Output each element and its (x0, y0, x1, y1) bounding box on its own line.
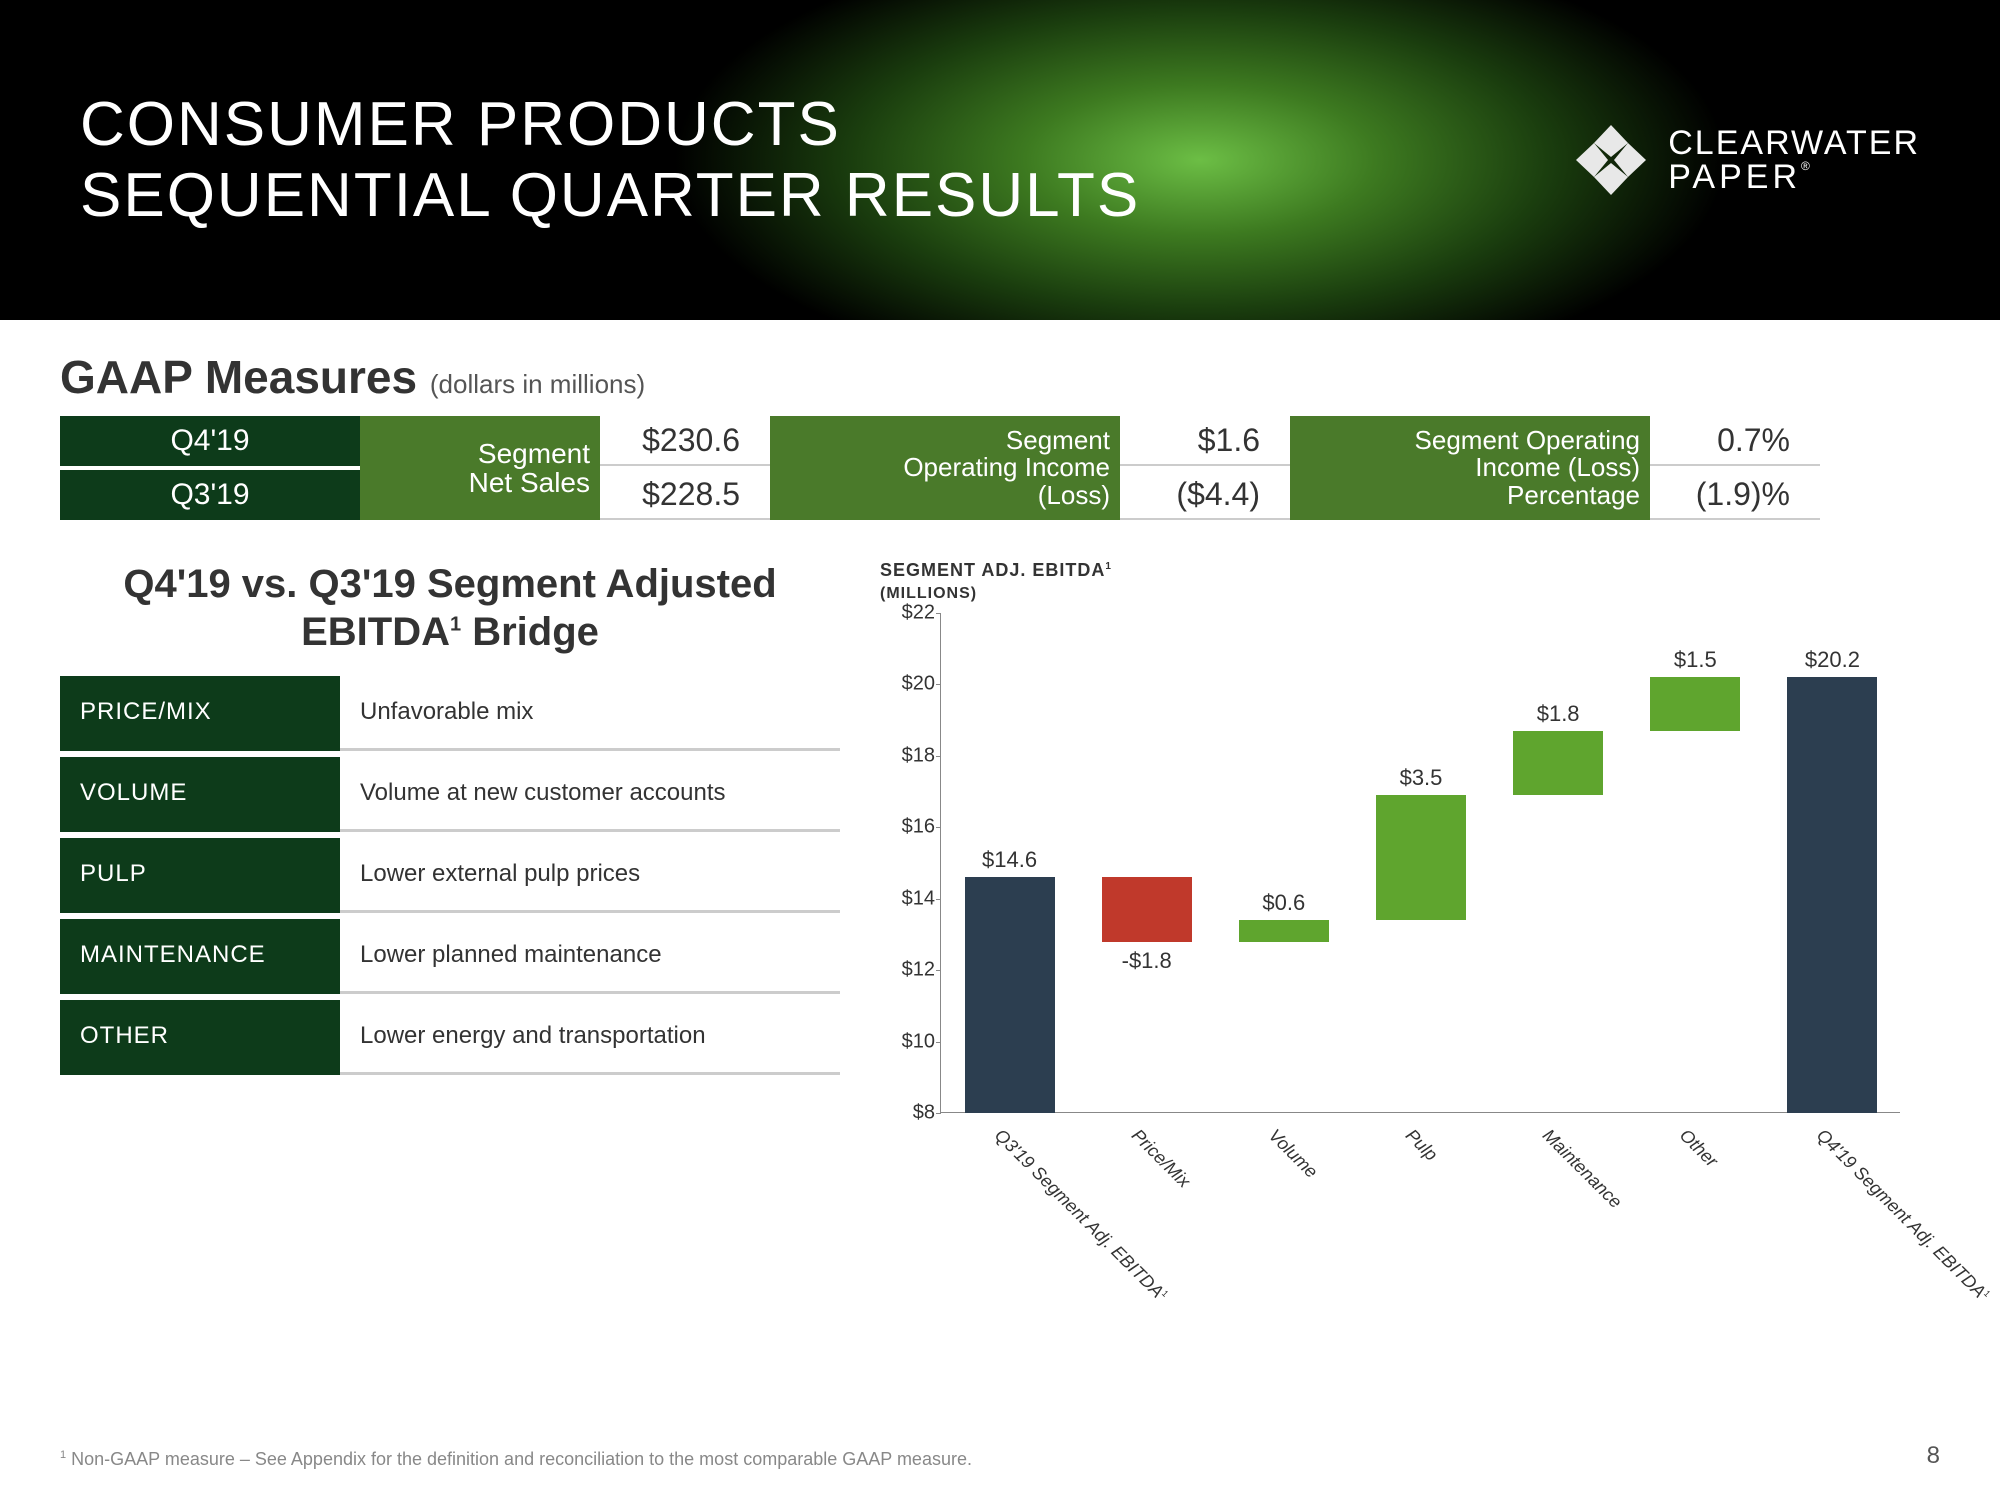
bridge-row-desc: Lower energy and transportation (340, 1000, 840, 1075)
bridge-row-desc: Volume at new customer accounts (340, 757, 840, 832)
waterfall-bar (1102, 877, 1192, 941)
waterfall-bar (1787, 677, 1877, 1113)
bridge-row-desc: Lower external pulp prices (340, 838, 840, 913)
op-income-q4: $1.6 (1120, 416, 1290, 466)
x-axis-label: Price/Mix (1127, 1125, 1194, 1192)
x-axis-label: Q4'19 Segment Adj. EBITDA1 (1813, 1125, 1994, 1306)
waterfall-bar (1513, 731, 1603, 795)
chart-caption: SEGMENT ADJ. EBITDA1 (880, 560, 1940, 581)
clearwater-logo: CLEARWATER PAPER® (1572, 121, 1920, 199)
bar-value-label: $1.8 (1498, 701, 1618, 727)
metric-label-op-income: Segment Operating Income (Loss) (770, 416, 1120, 520)
bridge-table: PRICE/MIXUnfavorable mixVOLUMEVolume at … (60, 676, 840, 1075)
bridge-row: OTHERLower energy and transportation (60, 1000, 840, 1075)
bridge-row: MAINTENANCELower planned maintenance (60, 919, 840, 994)
waterfall-bar (965, 877, 1055, 1113)
gaap-section: GAAP Measures (dollars in millions) Q4'1… (0, 320, 2000, 520)
waterfall-bar (1376, 795, 1466, 920)
y-tick: $20 (880, 673, 935, 696)
slide-title: CONSUMER PRODUCTS SEQUENTIAL QUARTER RES… (80, 89, 1140, 232)
net-sales-q3: $228.5 (600, 470, 770, 520)
bar-value-label: $1.5 (1635, 647, 1755, 673)
x-axis-label: Other (1675, 1125, 1722, 1172)
bridge-row: PULPLower external pulp prices (60, 838, 840, 913)
bridge-row: VOLUMEVolume at new customer accounts (60, 757, 840, 832)
y-tick: $8 (880, 1102, 935, 1125)
y-tick: $14 (880, 887, 935, 910)
bar-value-label: $0.6 (1224, 890, 1344, 916)
y-tick: $16 (880, 816, 935, 839)
chart-subcaption: (MILLIONS) (880, 585, 1940, 603)
logo-text-line2: PAPER® (1668, 160, 1920, 194)
bridge-row-label: OTHER (60, 1000, 340, 1075)
logo-text-line1: CLEARWATER (1668, 126, 1920, 160)
title-line-2: SEQUENTIAL QUARTER RESULTS (80, 160, 1140, 231)
bar-value-label: $20.2 (1772, 647, 1892, 673)
metric-label-net-sales: Segment Net Sales (360, 416, 600, 520)
y-tick: $10 (880, 1030, 935, 1053)
x-axis-label: Volume (1264, 1125, 1322, 1183)
op-income-pct-q4: 0.7% (1650, 416, 1820, 466)
y-tick: $18 (880, 744, 935, 767)
bridge-row-label: MAINTENANCE (60, 919, 340, 994)
period-q3: Q3'19 (60, 470, 360, 520)
waterfall-bar (1239, 920, 1329, 941)
bridge-panel: Q4'19 vs. Q3'19 Segment Adjusted EBITDA1… (60, 560, 840, 1233)
bridge-row-label: PRICE/MIX (60, 676, 340, 751)
bar-value-label: -$1.8 (1087, 948, 1207, 974)
y-tick: $22 (880, 602, 935, 625)
y-tick: $12 (880, 959, 935, 982)
title-line-1: CONSUMER PRODUCTS (80, 89, 1140, 160)
bridge-title: Q4'19 vs. Q3'19 Segment Adjusted EBITDA1… (60, 560, 840, 656)
footnote: 1 Non-GAAP measure – See Appendix for th… (60, 1449, 972, 1470)
x-axis-label: Pulp (1401, 1125, 1441, 1165)
waterfall-bar (1650, 677, 1740, 731)
title-banner: CONSUMER PRODUCTS SEQUENTIAL QUARTER RES… (0, 0, 2000, 320)
gaap-heading: GAAP Measures (dollars in millions) (60, 350, 1940, 404)
bridge-row-label: PULP (60, 838, 340, 913)
waterfall-chart-wrap: SEGMENT ADJ. EBITDA1 (MILLIONS) $14.6 -$1… (880, 560, 1940, 1233)
waterfall-chart: $14.6 -$1.8 $0.6 $3.5 $1.8 $1.5 $20.2 $8 $10 $12… (880, 613, 1900, 1233)
logo-icon (1572, 121, 1650, 199)
gaap-table: Q4'19 Q3'19 Segment Net Sales $230.6 $22… (60, 416, 1940, 520)
bridge-row-label: VOLUME (60, 757, 340, 832)
lower-section: Q4'19 vs. Q3'19 Segment Adjusted EBITDA1… (0, 520, 2000, 1233)
op-income-pct-q3: (1.9)% (1650, 470, 1820, 520)
page-number: 8 (1927, 1442, 1940, 1470)
logo-text: CLEARWATER PAPER® (1668, 126, 1920, 194)
x-axis-label: Maintenance (1538, 1125, 1626, 1213)
period-q4: Q4'19 (60, 416, 360, 466)
bar-value-label: $14.6 (950, 847, 1070, 873)
bar-value-label: $3.5 (1361, 765, 1481, 791)
bridge-row-desc: Lower planned maintenance (340, 919, 840, 994)
op-income-q3: ($4.4) (1120, 470, 1290, 520)
bridge-row-desc: Unfavorable mix (340, 676, 840, 751)
bridge-row: PRICE/MIXUnfavorable mix (60, 676, 840, 751)
metric-label-op-income-pct: Segment Operating Income (Loss) Percenta… (1290, 416, 1650, 520)
net-sales-q4: $230.6 (600, 416, 770, 466)
